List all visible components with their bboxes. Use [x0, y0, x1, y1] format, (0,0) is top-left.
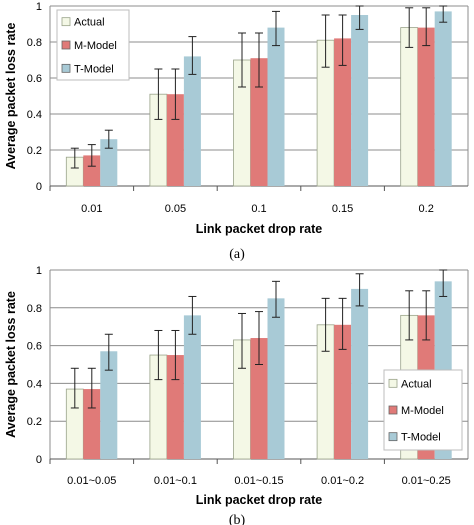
bar-t-model: [434, 11, 452, 187]
x-tick-label: 0.01~0.1: [154, 475, 197, 487]
x-tick-label: 0.01~0.25: [402, 475, 451, 487]
x-tick-label: 0.05: [165, 203, 186, 215]
panel-label: (a): [229, 247, 245, 262]
bar-t-model: [267, 27, 285, 186]
legend-label-t-model: T-Model: [401, 432, 441, 444]
bar-t-model: [351, 288, 369, 459]
y-tick-label: 0.6: [27, 341, 42, 353]
bar-t-model: [267, 298, 285, 459]
chart-panel-b: 0 0.2 0.4 0.6 0.8 1 0.01~0.05 0.01~0.1 0.01~0.15…: [4, 265, 469, 525]
y-tick-label: 0.8: [27, 303, 42, 315]
legend-label-m-model: M-Model: [74, 40, 117, 52]
bar-m-model: [250, 338, 268, 459]
bar-actual: [400, 27, 419, 187]
bar-t-model: [351, 15, 369, 186]
legend-swatch-t-model: [61, 63, 71, 73]
legend-label-actual: Actual: [401, 378, 432, 390]
y-tick-label: 0.6: [27, 73, 42, 85]
legend-swatch-actual: [388, 378, 398, 388]
x-tick-label: 0.01~0.05: [67, 475, 116, 487]
panel-label: (b): [229, 513, 246, 525]
y-tick-label: 0: [36, 454, 42, 466]
x-axis-title: Link packet drop rate: [196, 493, 322, 507]
x-tick-label: 0.01~0.2: [321, 475, 364, 487]
y-tick-label: 0: [36, 181, 42, 193]
y-tick-label: 1: [36, 1, 42, 13]
legend-swatch-t-model: [388, 432, 398, 442]
legend-swatch-actual: [61, 17, 71, 27]
legend: Actual M-Model T-Model: [56, 9, 130, 81]
legend-swatch-m-model: [61, 40, 71, 50]
legend-swatch-m-model: [388, 405, 398, 415]
y-tick-label: 0.4: [27, 378, 42, 390]
y-tick-label: 0.4: [27, 109, 42, 121]
legend-label-t-model: T-Model: [74, 63, 114, 75]
x-axis-title: Link packet drop rate: [196, 222, 322, 236]
legend-label-actual: Actual: [74, 17, 105, 29]
x-tick-label: 0.01~0.15: [234, 475, 283, 487]
x-tick-label: 0.15: [332, 203, 353, 215]
bar-m-model: [83, 389, 101, 459]
bar-m-model: [166, 355, 184, 459]
x-tick-label: 0.2: [419, 203, 434, 215]
y-axis-title: Average packet loss rate: [4, 23, 18, 170]
bar-t-model: [183, 315, 201, 459]
bar-t-model: [100, 351, 118, 459]
chart-panel-a: 0 0.2 0.4 0.6 0.8 1 0.01 0.05 0.1 0.15 0.2 Link pac…: [4, 1, 469, 262]
bar-m-model: [334, 38, 352, 187]
x-tick-label: 0.1: [251, 203, 266, 215]
bar-m-model: [334, 324, 352, 459]
bar-t-model: [183, 56, 201, 187]
y-tick-label: 0.2: [27, 145, 42, 157]
bar-m-model: [250, 58, 268, 187]
y-tick-label: 0.2: [27, 416, 42, 428]
bar-t-model: [100, 139, 118, 186]
y-axis-title: Average packet loss rate: [4, 291, 18, 438]
legend-label-m-model: M-Model: [401, 405, 444, 417]
y-tick-label: 0.8: [27, 37, 42, 49]
bar-m-model: [417, 27, 435, 186]
y-tick-label: 1: [36, 265, 42, 277]
x-tick-label: 0.01: [81, 203, 102, 215]
bar-m-model: [166, 94, 184, 186]
legend: Actual M-Model T-Model: [383, 369, 463, 451]
bar-m-model: [83, 155, 101, 186]
